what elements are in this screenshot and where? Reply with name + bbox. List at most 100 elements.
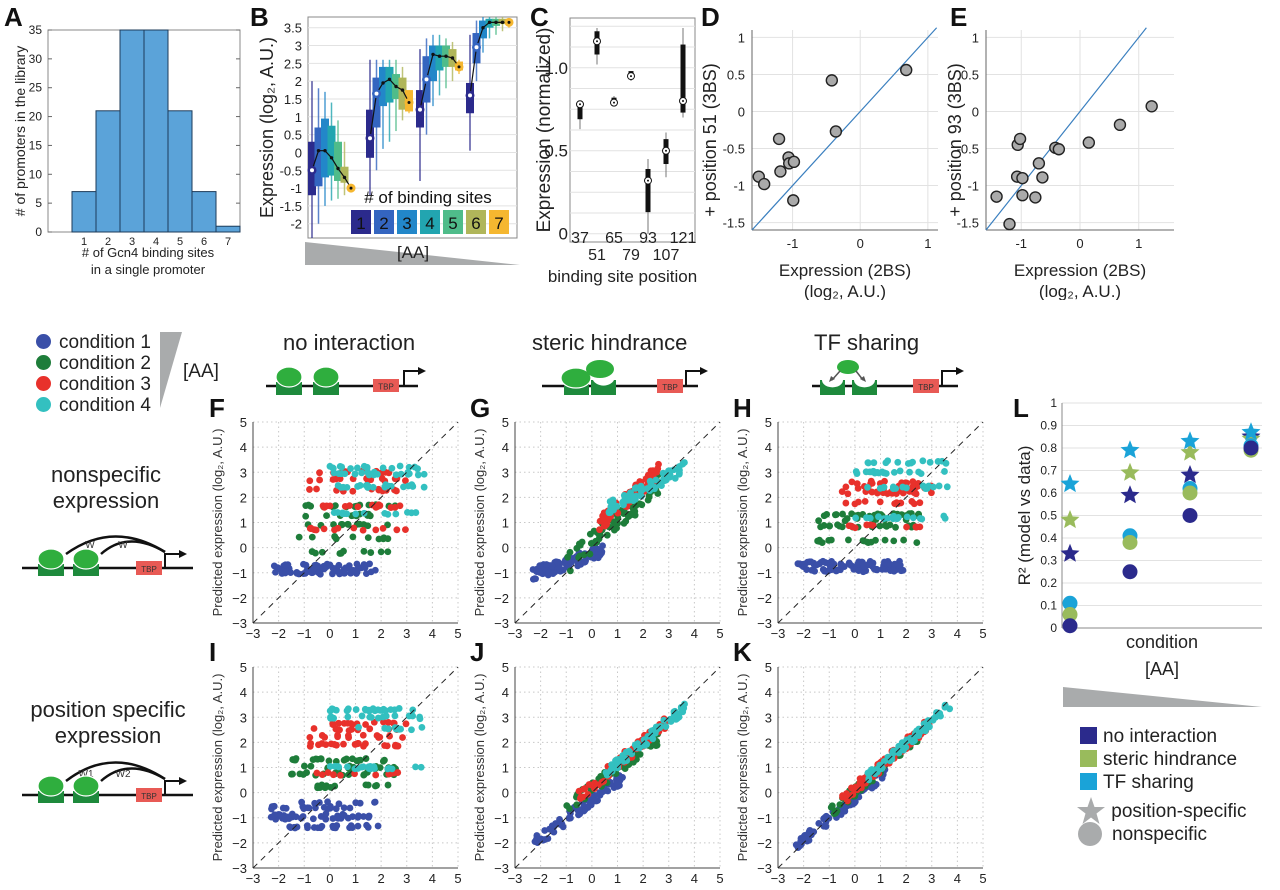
y-tick-label: 0.2 xyxy=(1040,576,1057,590)
data-point xyxy=(335,561,343,569)
panel-label-f: F xyxy=(209,393,225,423)
box xyxy=(314,127,323,187)
x-tick-label: 0 xyxy=(588,626,595,640)
data-point xyxy=(838,488,846,496)
y-tick-label: −1 xyxy=(757,566,772,581)
y-tick-label: 0.5 xyxy=(1040,509,1057,523)
data-point xyxy=(868,488,876,496)
data-point xyxy=(556,821,564,828)
legend-label: 4 xyxy=(425,214,434,233)
y-tick-label: -1.5 xyxy=(723,216,745,231)
data-point xyxy=(846,561,854,569)
plot-frame xyxy=(307,16,518,239)
x-tick-label: 1 xyxy=(614,626,621,640)
data-point xyxy=(1113,118,1127,132)
box xyxy=(372,77,381,128)
data-point xyxy=(549,570,557,577)
data-point xyxy=(894,500,902,507)
data-point xyxy=(360,547,368,555)
star-marker xyxy=(1180,431,1200,450)
data-point xyxy=(358,469,366,477)
data-point xyxy=(409,706,417,714)
x-tick-label: −3 xyxy=(246,871,261,886)
data-point xyxy=(841,804,849,812)
data-point xyxy=(878,468,886,476)
x-tick-label: 3 xyxy=(129,236,135,248)
data-point xyxy=(815,819,823,827)
data-point xyxy=(660,716,668,724)
data-point xyxy=(823,510,831,518)
data-point xyxy=(353,757,361,765)
data-point xyxy=(308,533,316,541)
y-tick-label: −2 xyxy=(494,591,509,606)
median-center xyxy=(424,77,429,82)
data-point xyxy=(313,769,321,777)
data-point xyxy=(345,727,353,735)
diagonal-line xyxy=(514,421,721,624)
legend-swatch xyxy=(397,210,417,234)
x-tick-label: −2 xyxy=(796,626,811,640)
data-point xyxy=(830,810,838,818)
data-point xyxy=(603,521,610,529)
histogram-bar xyxy=(167,110,193,233)
y-tick-label: 1 xyxy=(738,30,745,45)
data-point xyxy=(321,784,329,792)
y-tick-label: 0.5 xyxy=(284,128,302,143)
data-point xyxy=(312,549,319,557)
star-marker xyxy=(1180,442,1200,461)
y-tick-label: 3 xyxy=(765,465,772,480)
data-point xyxy=(575,806,583,814)
data-point xyxy=(339,483,347,491)
data-point xyxy=(927,489,935,497)
x-tick-label: 4 xyxy=(691,871,698,886)
box xyxy=(398,77,407,110)
data-point xyxy=(819,566,827,573)
diagram-no-interaction: TBP xyxy=(266,366,426,395)
data-point xyxy=(943,483,951,491)
y-tick-label: 1 xyxy=(295,110,302,125)
y-tick-label: 35 xyxy=(29,23,43,37)
data-point xyxy=(379,524,387,532)
data-point xyxy=(903,523,910,531)
legend-nonspecific: nonspecific xyxy=(1078,822,1207,846)
y-tick-label: -1 xyxy=(967,179,979,194)
y-tick-label: 0.5 xyxy=(727,67,745,82)
data-point xyxy=(351,470,359,478)
data-point xyxy=(365,765,373,772)
data-point xyxy=(543,561,550,568)
y-tick-label: 0 xyxy=(502,541,509,556)
y-tick-label: 0 xyxy=(35,225,42,239)
box xyxy=(645,168,651,213)
data-point xyxy=(855,567,863,574)
data-point xyxy=(399,734,406,741)
diagonal-line xyxy=(252,421,459,624)
data-point xyxy=(340,804,348,812)
data-point xyxy=(578,538,586,546)
panel-label-a: A xyxy=(4,2,23,32)
data-point xyxy=(619,498,627,506)
data-point xyxy=(300,762,308,770)
data-point xyxy=(364,534,372,542)
y-axis-label: + position 51 (3BS) xyxy=(700,63,720,217)
box xyxy=(577,100,583,120)
data-point xyxy=(295,533,303,541)
panel-label-h: H xyxy=(733,393,752,423)
data-point xyxy=(1003,217,1016,231)
x-tick-label: 2 xyxy=(640,626,647,640)
data-point xyxy=(369,705,377,713)
data-point xyxy=(869,522,877,529)
data-point xyxy=(282,561,290,569)
data-point xyxy=(341,470,349,478)
legend-label: 2 xyxy=(379,214,388,233)
y-tick-label: 0 xyxy=(738,104,745,119)
data-point xyxy=(941,468,948,475)
median-point xyxy=(437,54,442,58)
data-point xyxy=(327,784,335,791)
data-point xyxy=(670,710,678,718)
data-point xyxy=(364,484,372,491)
x-axis-label: condition xyxy=(1126,632,1198,652)
data-point xyxy=(396,462,404,470)
data-point xyxy=(880,558,888,566)
data-point xyxy=(341,756,349,763)
data-point xyxy=(825,74,839,87)
